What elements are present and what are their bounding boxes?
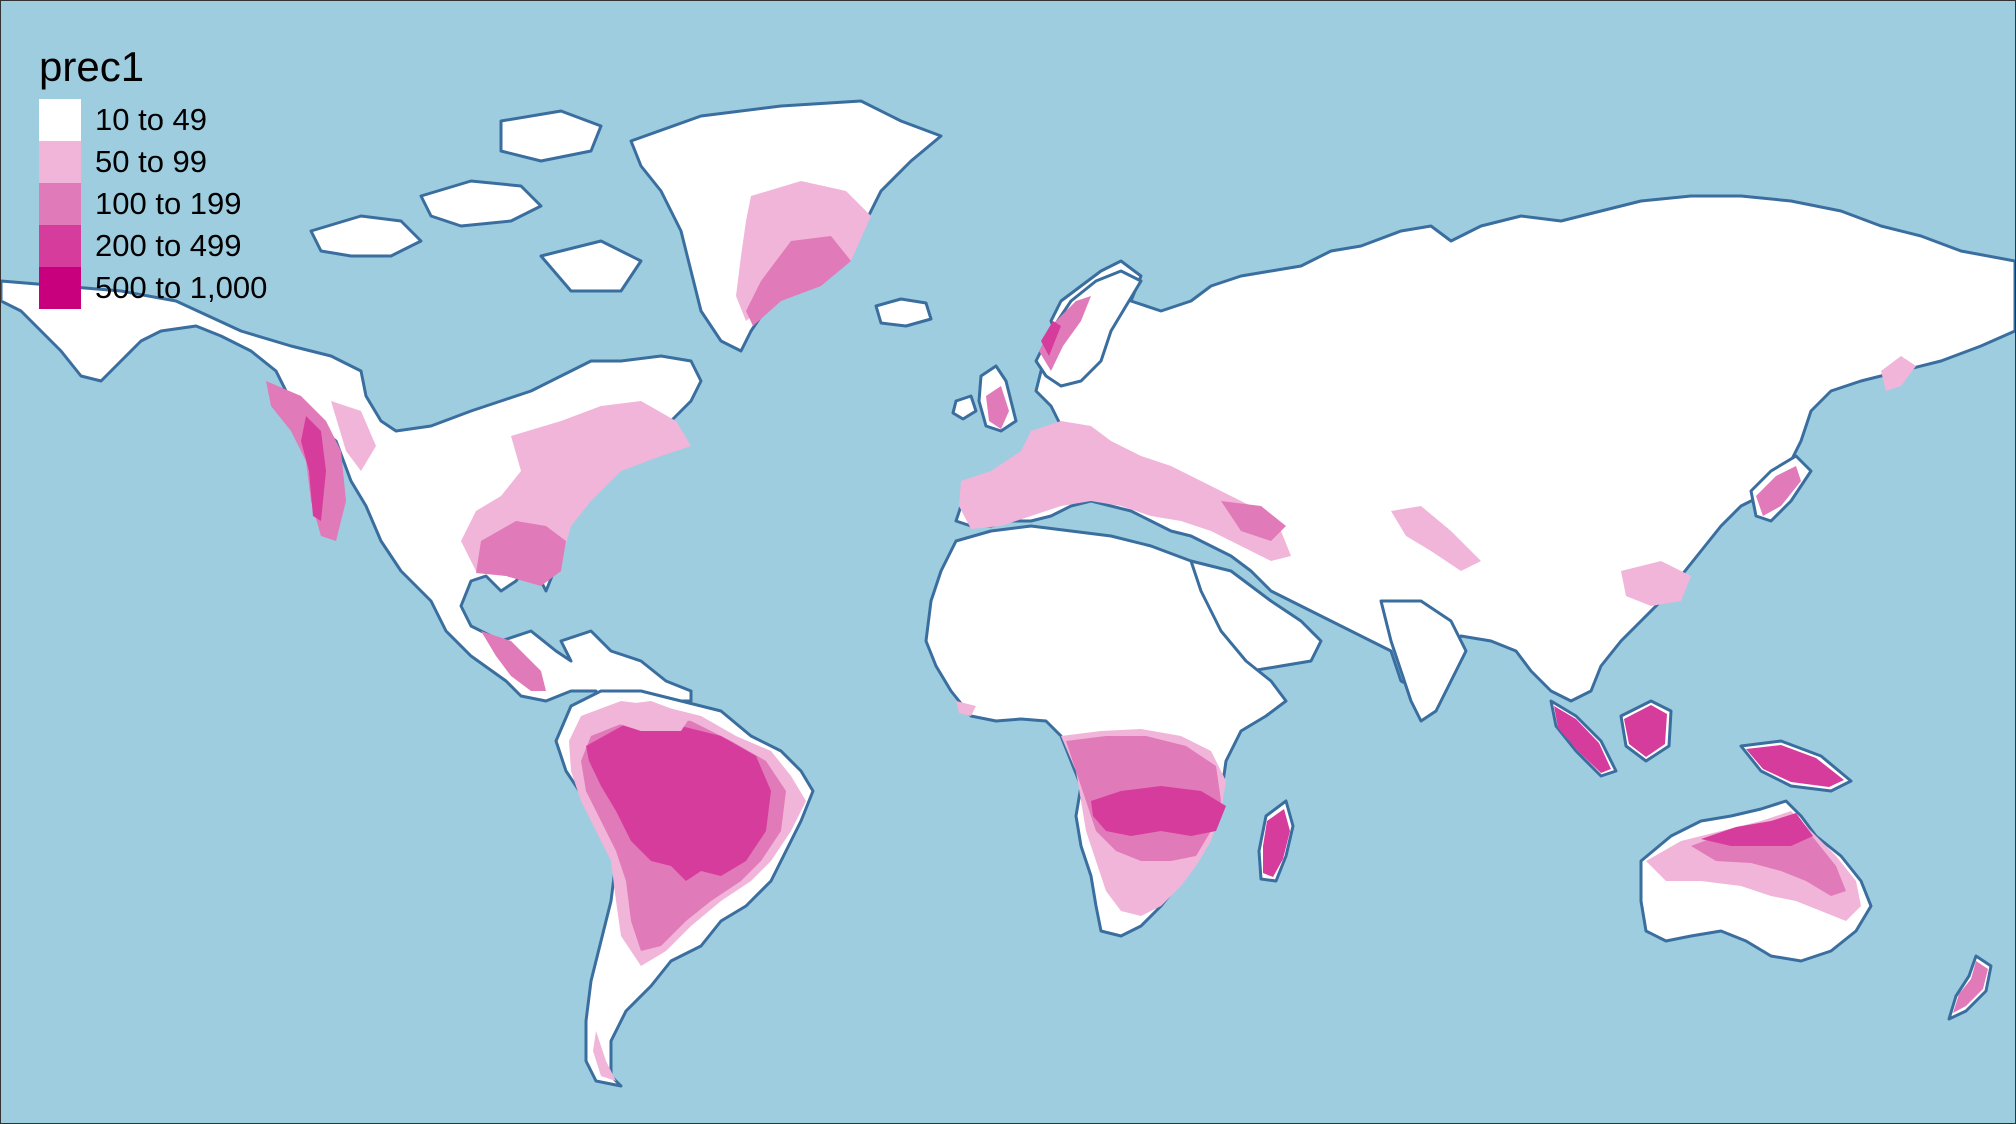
- zone-caucasus-100: [1221, 501, 1286, 541]
- legend-title: prec1: [39, 43, 145, 90]
- zone-europe-50: [959, 421, 1291, 561]
- arctic-islands-2: [419, 179, 543, 228]
- zone-greenland-100: [746, 236, 851, 326]
- zone-na-west-50: [331, 401, 376, 471]
- legend-rows: 10 to 49 50 to 99 100 to 199 200 to 499 …: [39, 99, 267, 309]
- legend-swatch: [39, 267, 81, 309]
- zone-kamchatka-50: [1881, 356, 1916, 391]
- legend-swatch: [39, 183, 81, 225]
- legend-row: 10 to 49: [39, 99, 267, 141]
- arctic-islands-3: [499, 109, 603, 163]
- legend-swatch: [39, 141, 81, 183]
- zone-na-southeast-100: [476, 521, 566, 586]
- map-legend: prec1 10 to 49 50 to 99 100 to 199 200 t…: [39, 43, 267, 309]
- scandinavia: [1034, 269, 1143, 388]
- zone-africa-200: [1091, 786, 1226, 836]
- zone-central-america-100: [481, 631, 546, 691]
- zone-australia-200: [1701, 813, 1813, 846]
- zone-na-westcoast-100: [266, 381, 346, 541]
- precipitation-zones: [266, 181, 1988, 1081]
- zone-madagascar-200: [1263, 809, 1290, 877]
- eurasia: [954, 194, 2015, 703]
- iceland: [874, 297, 933, 328]
- legend-row: 200 to 499: [39, 225, 267, 267]
- legend-label: 500 to 1,000: [95, 270, 268, 305]
- legend-label: 10 to 49: [95, 102, 208, 137]
- zone-himalaya-50: [1391, 506, 1481, 571]
- zone-sumatra-200: [1554, 706, 1611, 773]
- zone-borneo-200: [1624, 705, 1667, 757]
- zone-na-westcoast-200: [301, 416, 326, 521]
- zone-sa-south-50: [593, 1031, 616, 1081]
- legend-label: 100 to 199: [95, 186, 242, 221]
- zone-sa-200: [586, 721, 771, 881]
- legend-row: 50 to 99: [39, 141, 267, 183]
- india: [1379, 599, 1468, 723]
- arctic-islands: [309, 214, 423, 258]
- zone-scandinavia-100: [1039, 296, 1091, 371]
- zone-newguinea-200: [1746, 745, 1844, 787]
- zone-southchina-50: [1621, 561, 1691, 606]
- legend-label: 200 to 499: [95, 228, 242, 263]
- zone-japan-100: [1756, 466, 1801, 516]
- ireland: [951, 394, 978, 421]
- zone-newzealand-100: [1953, 961, 1988, 1013]
- legend-swatch: [39, 99, 81, 141]
- zone-westafrica-50: [956, 701, 976, 716]
- legend-row: 500 to 1,000: [39, 267, 267, 309]
- legend-row: 100 to 199: [39, 183, 267, 225]
- zone-scandinavia-200: [1041, 321, 1061, 356]
- zone-europe-100: [986, 386, 1009, 429]
- legend-label: 50 to 99: [95, 144, 208, 179]
- legend-swatch: [39, 225, 81, 267]
- arctic-islands-4: [539, 239, 643, 293]
- zone-sa-north-100: [611, 701, 691, 731]
